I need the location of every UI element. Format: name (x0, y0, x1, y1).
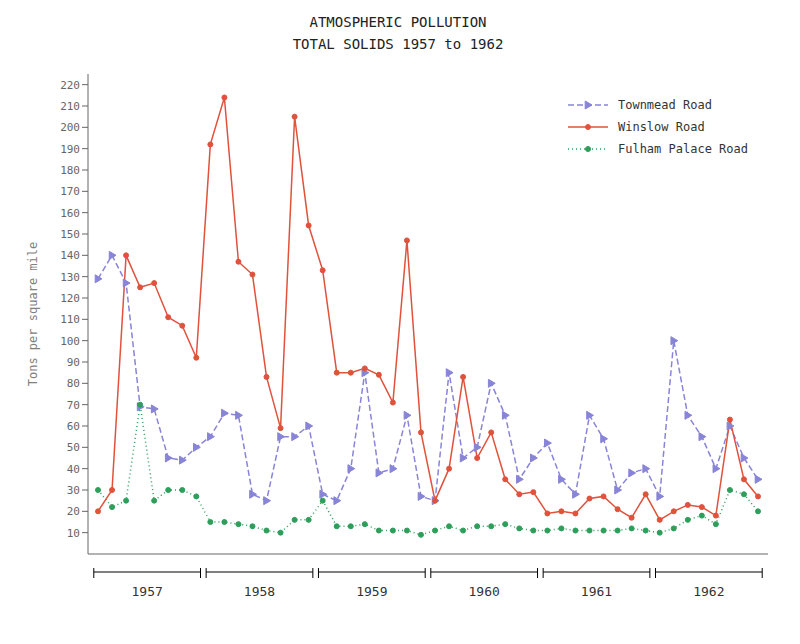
svg-text:130: 130 (60, 271, 80, 284)
svg-text:150: 150 (60, 228, 80, 241)
svg-text:1961: 1961 (581, 584, 612, 599)
svg-text:10: 10 (67, 527, 80, 540)
html-text:ATMOSPHERIC POLLUTION: ATMOSPHERIC POLLUTION (309, 14, 487, 30)
svg-text:Tons per square mile: Tons per square mile (26, 242, 40, 387)
svg-text:140: 140 (60, 249, 80, 262)
svg-text:30: 30 (67, 484, 80, 497)
svg-text:170: 170 (60, 185, 80, 198)
svg-text:120: 120 (60, 292, 80, 305)
svg-text:50: 50 (67, 441, 80, 454)
svg-text:20: 20 (67, 505, 80, 518)
svg-text:180: 180 (60, 164, 80, 177)
html-text:Townmead Road: Townmead Road (618, 98, 712, 112)
html-text:Fulham Palace Road: Fulham Palace Road (618, 142, 748, 156)
html-text:TOTAL SOLIDS 1957 to 1962: TOTAL SOLIDS 1957 to 1962 (292, 36, 504, 52)
svg-text:60: 60 (67, 420, 80, 433)
svg-text:1960: 1960 (469, 584, 500, 599)
svg-text:220: 220 (60, 79, 80, 92)
svg-text:110: 110 (60, 313, 80, 326)
svg-text:40: 40 (67, 463, 80, 476)
svg-text:1959: 1959 (356, 584, 387, 599)
html-text:Winslow Road: Winslow Road (618, 120, 705, 134)
svg-text:200: 200 (60, 121, 80, 134)
svg-text:70: 70 (67, 399, 80, 412)
svg-text:1958: 1958 (244, 584, 275, 599)
svg-text:160: 160 (60, 207, 80, 220)
svg-text:80: 80 (67, 377, 80, 390)
svg-text:100: 100 (60, 335, 80, 348)
svg-text:1957: 1957 (131, 584, 162, 599)
svg-text:90: 90 (67, 356, 80, 369)
svg-text:190: 190 (60, 143, 80, 156)
svg-text:1962: 1962 (693, 584, 724, 599)
svg-text:210: 210 (60, 100, 80, 113)
